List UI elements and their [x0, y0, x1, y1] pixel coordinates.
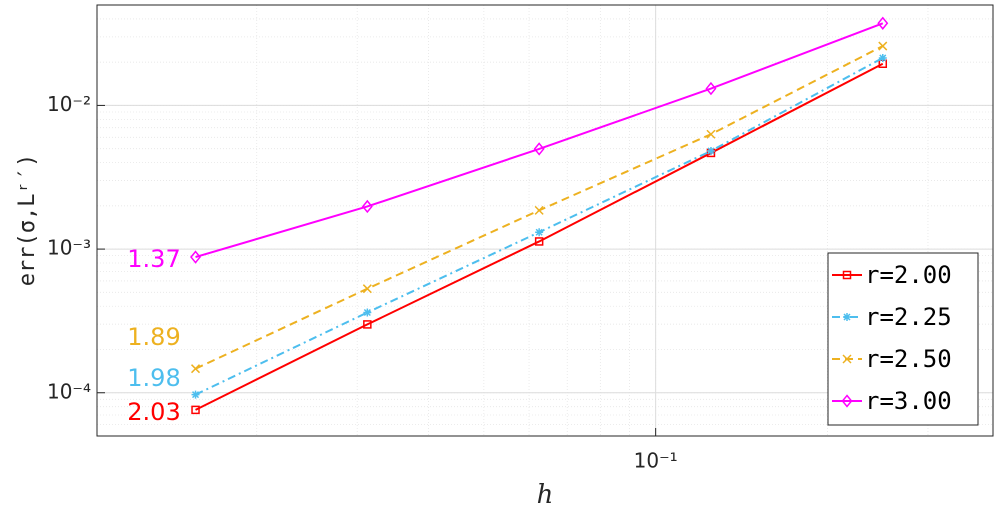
legend-label: r=2.00 [865, 261, 952, 289]
data-point [534, 205, 544, 215]
legend-label: r=2.25 [865, 303, 952, 331]
y-axis-label: err(σ,Lʳ′) [15, 154, 40, 286]
series-line [195, 22, 884, 259]
data-point [878, 53, 887, 62]
legend-marker [842, 354, 852, 364]
data-point [877, 16, 889, 30]
legend-box [827, 252, 979, 426]
legend: r=2.00 r=2.25 r=2.50 r=3.00 [827, 252, 979, 426]
data-point [706, 146, 715, 155]
x-tick-label: 10⁻¹ [634, 449, 678, 473]
y-tick-label: 10⁻² [47, 92, 91, 116]
rate-annotation: 2.03 [127, 398, 180, 426]
rate-annotation: 1.98 [127, 364, 180, 392]
data-point [362, 284, 372, 294]
legend-marker [841, 394, 853, 408]
rate-annotation: 1.89 [127, 323, 180, 351]
data-point [533, 142, 545, 156]
data-point [361, 199, 373, 214]
y-tick-label: 10⁻⁴ [47, 379, 91, 403]
data-point [705, 81, 717, 96]
data-point [878, 41, 888, 51]
legend-label: r=2.50 [865, 345, 952, 373]
x-axis-label: h [537, 480, 554, 510]
legend-marker [842, 270, 852, 280]
data-point [363, 320, 372, 329]
y-tick-label: 10⁻³ [47, 236, 91, 260]
rate-annotation: 1.37 [127, 245, 180, 273]
data-point [534, 237, 544, 246]
data-point [191, 390, 200, 399]
data-point [535, 228, 544, 237]
data-point [706, 129, 716, 139]
data-point [190, 364, 201, 374]
data-point [363, 308, 372, 317]
series-line [195, 62, 884, 411]
legend-label: r=3.00 [865, 387, 952, 415]
plot-frame [96, 4, 994, 437]
series-line [195, 45, 884, 370]
data-point [191, 405, 200, 415]
legend-marker [843, 313, 851, 321]
data-point [190, 250, 201, 264]
